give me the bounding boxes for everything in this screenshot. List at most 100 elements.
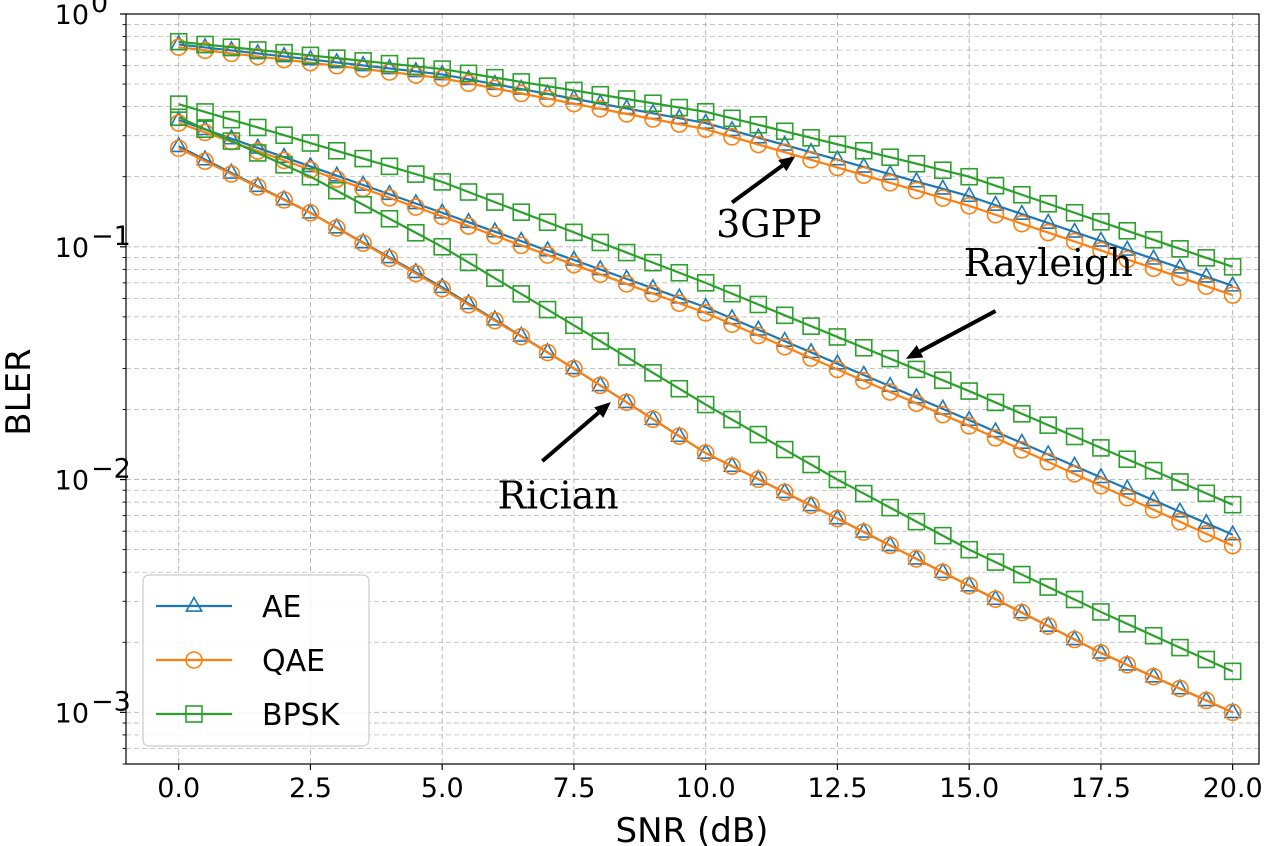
data-point [934,189,952,207]
data-point [1092,477,1110,495]
data-point [723,120,742,137]
annotation-rician: Rician [497,402,619,518]
data-point [433,202,452,219]
data-point [828,328,847,346]
legend-label: AE [262,590,301,625]
annotation-label: Rayleigh [964,241,1133,285]
data-point [960,540,978,559]
data-point [1223,495,1242,514]
data-point [881,349,899,368]
data-point [854,523,873,541]
y-tick-label: 10 [55,698,89,729]
annotation-arrow-head [778,156,796,172]
data-point [802,455,820,474]
data-point [802,128,820,147]
data-point [354,195,372,214]
data-point [907,394,926,413]
data-point [986,176,1005,195]
annotation-arrow-head [594,402,611,418]
data-point [1197,484,1216,503]
data-point [1223,703,1242,722]
data-point [1197,513,1216,530]
data-point [670,294,689,313]
data-point [802,142,821,159]
data-point [1118,615,1137,633]
x-tick-label: 12.5 [807,773,867,804]
data-point [248,178,267,196]
data-point [881,383,899,401]
data-point [406,61,425,78]
data-point [591,265,610,284]
data-point [1065,203,1084,222]
data-point [907,154,926,173]
data-point [327,52,346,69]
data-point [222,110,241,129]
data-point [1013,214,1031,233]
data-point [591,85,610,104]
data-point [565,255,583,274]
annotation-layer: 3GPP Rayleigh Rician [497,156,1133,518]
series-bpsk-rician [169,108,1242,681]
data-point [1039,617,1058,635]
series-line [178,147,1234,714]
data-point [828,158,847,177]
y-tick-base: 10 [55,233,89,264]
data-point [986,393,1005,412]
data-point [775,122,794,141]
data-point [380,249,399,268]
data-point [881,536,899,555]
data-point [1039,194,1058,213]
data-point [907,550,926,568]
data-point [960,382,978,400]
y-tick-base: 10 [55,698,89,729]
data-point [1171,638,1189,657]
y-axis-label: BLER [0,348,39,435]
data-point [644,410,662,429]
data-point [881,148,899,167]
data-point [907,181,926,200]
data-point [486,311,504,330]
annotation-3gpp: 3GPP [716,156,822,246]
data-point [775,440,794,459]
data-point [1012,203,1031,220]
data-point [222,128,241,145]
y-tick-exponent: −2 [91,454,131,485]
legend-label: QAE [262,644,325,679]
data-point [1171,240,1189,258]
data-point [1065,590,1084,609]
data-point [1013,404,1031,423]
data-point [617,275,636,293]
annotation-arrow-shaft [919,309,997,354]
data-point [1144,248,1163,265]
data-point [1170,257,1189,274]
data-point [433,64,452,81]
data-point [644,94,662,113]
data-point [1171,512,1189,531]
data-point [723,457,741,475]
data-point [1118,478,1137,495]
data-point [617,348,636,366]
data-point [380,54,399,73]
x-axis-label: SNR (dB) [616,811,769,846]
data-point [1065,455,1084,472]
data-point [1118,239,1137,256]
y-tick-base: 10 [55,466,89,497]
data-point [1118,488,1137,507]
data-point [1013,441,1031,459]
data-point [749,135,768,154]
y-tick-exponent: −1 [91,221,131,252]
data-point [327,181,346,200]
data-point [433,279,451,298]
data-point [301,167,320,186]
data-point [1065,427,1084,446]
legend-marker [184,595,204,612]
data-point [354,55,373,72]
data-point [1144,231,1163,249]
data-point [354,234,372,252]
data-point [538,343,557,362]
data-point [802,349,820,367]
data-point [1197,691,1216,710]
series-qae-rayleigh [169,114,1242,555]
series-bpsk-3gpp [169,32,1242,276]
y-tick-label: 10 [55,233,89,264]
